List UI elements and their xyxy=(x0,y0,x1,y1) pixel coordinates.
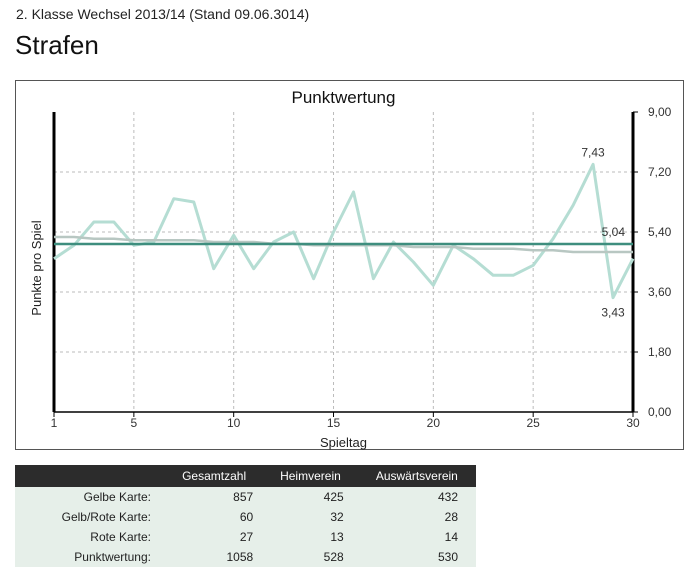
table-cell: 60 xyxy=(165,507,264,527)
table-row: Gelb/Rote Karte: 60 32 28 xyxy=(15,507,476,527)
table-cell: 1058 xyxy=(165,547,264,567)
table-cell: 27 xyxy=(165,527,264,547)
y-tick-label: 1,80 xyxy=(648,345,672,359)
table-cell: 13 xyxy=(263,527,358,547)
table-header-cell xyxy=(15,465,165,487)
table-header-cell: Gesamtzahl xyxy=(165,465,264,487)
x-axis-title: Spieltag xyxy=(320,435,367,450)
x-tick-label: 5 xyxy=(131,416,138,430)
table-cell: 14 xyxy=(357,527,476,547)
table-cell: 32 xyxy=(263,507,358,527)
page-title: Strafen xyxy=(15,30,99,60)
table-header-row: Gesamtzahl Heimverein Auswärtsverein xyxy=(15,465,476,487)
table-cell: 432 xyxy=(357,487,476,507)
series-line-1 xyxy=(53,162,635,300)
row-label: Gelbe Karte: xyxy=(15,487,165,507)
data-label: 7,43 xyxy=(581,145,605,159)
row-label: Gelb/Rote Karte: xyxy=(15,507,165,527)
x-tick-label: 10 xyxy=(227,416,241,430)
y-tick-label: 0,00 xyxy=(648,405,672,419)
y-tick-label: 3,60 xyxy=(648,285,672,299)
series-line-2 xyxy=(54,235,633,254)
table-row: Punktwertung: 1058 528 530 xyxy=(15,547,476,567)
y-axis-title: Punkte pro Spiel xyxy=(29,220,44,316)
table-header-cell: Auswärtsverein xyxy=(357,465,476,487)
chart-container: Punktwertung 0,00 1,80 3,60 5,40 7,20 9,00 1 5 10… xyxy=(15,80,684,450)
data-label: 5,04 xyxy=(602,225,626,239)
chart-title: Punktwertung xyxy=(292,88,396,107)
y-tick-label: 7,20 xyxy=(648,165,672,179)
table-cell: 425 xyxy=(263,487,358,507)
table-row: Gelbe Karte: 857 425 432 xyxy=(15,487,476,507)
y-tick-label: 5,40 xyxy=(648,225,672,239)
table-row: Rote Karte: 27 13 14 xyxy=(15,527,476,547)
x-tick-label: 20 xyxy=(427,416,441,430)
row-label: Punktwertung: xyxy=(15,547,165,567)
statistics-table: Gesamtzahl Heimverein Auswärtsverein Gel… xyxy=(15,465,476,567)
x-tick-label: 1 xyxy=(51,416,58,430)
y-tick-label: 9,00 xyxy=(648,105,672,119)
data-label: 3,43 xyxy=(601,306,625,320)
table-cell: 530 xyxy=(357,547,476,567)
table-cell: 857 xyxy=(165,487,264,507)
x-tick-label: 25 xyxy=(526,416,540,430)
page-subtitle: 2. Klasse Wechsel 2013/14 (Stand 09.06.3… xyxy=(16,6,310,22)
table-header-cell: Heimverein xyxy=(263,465,358,487)
table-cell: 28 xyxy=(357,507,476,527)
x-tick-label: 30 xyxy=(626,416,640,430)
row-label: Rote Karte: xyxy=(15,527,165,547)
table-cell: 528 xyxy=(263,547,358,567)
x-tick-label: 15 xyxy=(327,416,341,430)
